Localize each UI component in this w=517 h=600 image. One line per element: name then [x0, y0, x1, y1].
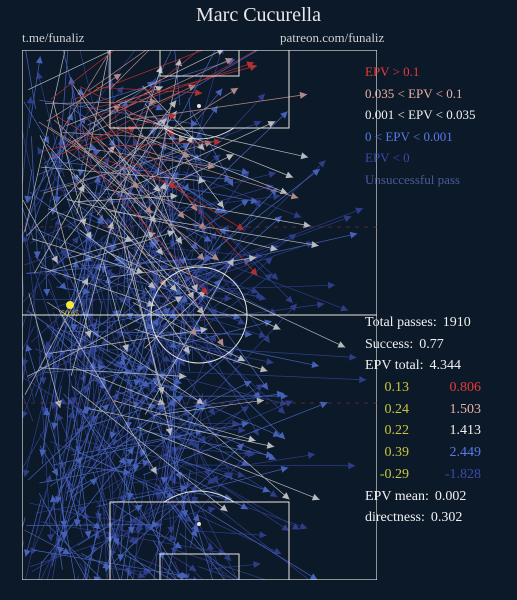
- epv-breakdown-row: 0.241.503: [365, 399, 505, 421]
- svg-text:50.65: 50.65: [61, 309, 79, 318]
- legend-item: Unsuccessful pass: [365, 170, 505, 190]
- pass-map-pitch: 50.65: [22, 50, 377, 580]
- epv-breakdown-row: -0.29-1.828: [365, 464, 505, 486]
- stats-panel: Total passes:1910Success:0.77EPV total:4…: [365, 312, 505, 529]
- legend: EPV > 0.10.035 < EPV < 0.10.001 < EPV < …: [365, 62, 505, 191]
- epv-breakdown-row: 0.130.806: [365, 377, 505, 399]
- legend-item: EPV < 0: [365, 148, 505, 168]
- stat-row: EPV mean:0.002: [365, 486, 505, 508]
- legend-item: EPV > 0.1: [365, 62, 505, 82]
- stat-row: Success:0.77: [365, 334, 505, 356]
- credit-right: patreon.com/funaliz: [280, 30, 384, 46]
- epv-breakdown-row: 0.392.449: [365, 442, 505, 464]
- epv-breakdown-row: 0.221.413: [365, 420, 505, 442]
- stat-row: EPV total:4.344: [365, 355, 505, 377]
- credit-left: t.me/funaliz: [22, 30, 84, 46]
- stat-row: directness:0.302: [365, 507, 505, 529]
- legend-item: 0 < EPV < 0.001: [365, 127, 505, 147]
- stat-row: Total passes:1910: [365, 312, 505, 334]
- legend-item: 0.001 < EPV < 0.035: [365, 105, 505, 125]
- legend-item: 0.035 < EPV < 0.1: [365, 84, 505, 104]
- chart-title: Marc Cucurella: [0, 4, 517, 27]
